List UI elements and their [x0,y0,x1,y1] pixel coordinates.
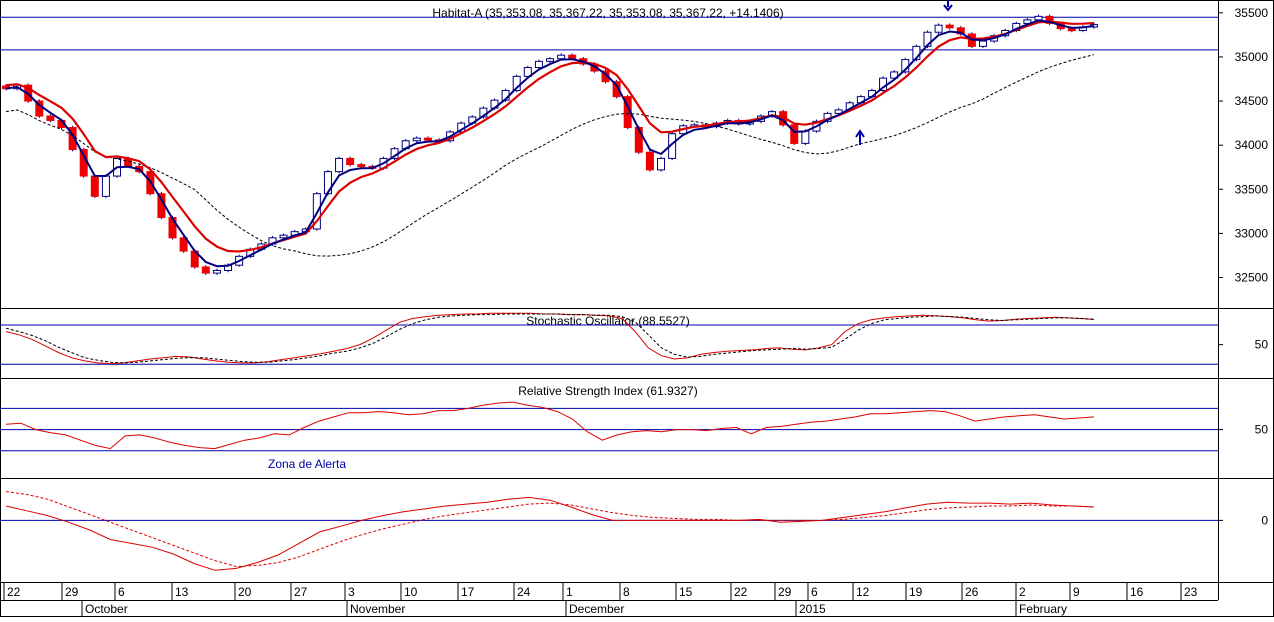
buy-arrow-shape [855,129,865,145]
candle-up [834,109,843,114]
candle-down [612,81,621,98]
x-tick-label: 6 [811,585,818,599]
candle-down [1045,15,1054,24]
candle-up [101,175,110,197]
stochastic-ytick-label: 50 [1255,338,1269,352]
x-tick-label: 2 [1019,585,1026,599]
rsi-annotation: Zona de Alerta [268,457,346,471]
month-label: November [350,602,405,616]
price-ytick-label: 34000 [1235,138,1269,152]
candle-up [934,24,943,33]
month-label: 2015 [799,602,826,616]
candle-down [357,164,366,168]
price-ma-dotted [5,54,1095,257]
candle-down [956,27,965,35]
x-tick-label: 9 [1073,585,1080,599]
macd-line-1 [5,491,1095,568]
x-axis: 22 29 6 13 20 27 3 10 17 24 1 8 15 22 29 6 12 19 26 2 9 16 23O… [0,582,1218,617]
price-title: Habitat-A (35,353.08, 35,367.22, 35,353.… [432,6,783,20]
x-tick-label: 12 [856,585,870,599]
candle-up [335,157,344,173]
x-tick-label: 19 [909,585,923,599]
candle-down [945,24,954,29]
candle-down [46,115,55,121]
price-ma-red [5,20,1095,253]
sell-arrow-icon [943,0,953,12]
rsi-line-0 [5,401,1095,450]
x-tick-label: 29 [65,585,79,599]
x-tick-label: 15 [679,585,693,599]
x-tick-label: 3 [348,585,355,599]
candle-up [657,157,666,171]
macd-ytick-label: 0 [1261,513,1268,527]
price-ma-blue [5,19,1095,268]
candle-down [790,124,799,144]
x-tick-label: 17 [461,585,475,599]
candle-up [279,234,288,239]
rsi-ytick-label: 50 [1255,423,1269,437]
candle-down [645,151,654,171]
month-label: February [1019,602,1067,616]
sell-arrow-shape [943,0,953,12]
candle-down [201,266,210,274]
x-tick-label: 6 [118,585,125,599]
price-ytick-label: 33000 [1235,226,1269,240]
macd-panel: 0 [0,491,1268,571]
candle-up [1034,15,1043,21]
candle-up [546,58,554,62]
stochastic-title: Stochastic Oscillator (88.5527) [526,314,689,328]
candle-up [978,40,987,47]
x-tick-label: 23 [1184,585,1198,599]
price-ytick-label: 34500 [1235,94,1269,108]
price-ytick-label: 35500 [1235,6,1269,20]
x-tick-label: 1 [566,585,573,599]
price-ytick-label: 32500 [1235,271,1269,285]
price-ytick-label: 35000 [1235,50,1269,64]
x-tick-label: 24 [517,585,531,599]
stochastic-panel: Stochastic Oscillator (88.5527) 50 [0,312,1269,365]
candle-up [557,54,566,60]
x-tick-label: 8 [623,585,630,599]
candle-up [890,71,899,79]
month-label: December [569,602,624,616]
x-tick-label: 29 [778,585,792,599]
x-tick-label: 20 [238,585,252,599]
x-tick-label: 22 [7,585,21,599]
candle-down [179,237,188,252]
month-label: October [85,602,128,616]
x-tick-label: 10 [404,585,418,599]
candle-up [212,269,221,274]
candle-down [568,54,577,60]
candle-up [412,137,421,142]
buy-arrow-icon [855,129,865,145]
price-ytick-label: 33500 [1235,182,1269,196]
macd-line-0 [5,496,1095,571]
candle-down [1067,28,1076,32]
candle-down [423,137,432,141]
price-panel: Habitat-A (35,353.08, 35,367.22, 35,353.… [0,0,1268,285]
x-tick-label: 16 [1130,585,1144,599]
rsi-title: Relative Strength Index (61.9327) [518,384,697,398]
candle-up [534,60,543,69]
candle-down [346,157,355,166]
stochastic-line-1 [5,313,1095,364]
candle-up [523,67,532,77]
x-tick-label: 27 [294,585,308,599]
x-tick-label: 26 [965,585,979,599]
x-tick-label: 13 [175,585,189,599]
candle-up [801,130,810,144]
candle-down [90,175,99,197]
rsi-panel: Relative Strength Index (61.9327) Zona d… [0,384,1268,471]
x-tick-label: 22 [734,585,748,599]
